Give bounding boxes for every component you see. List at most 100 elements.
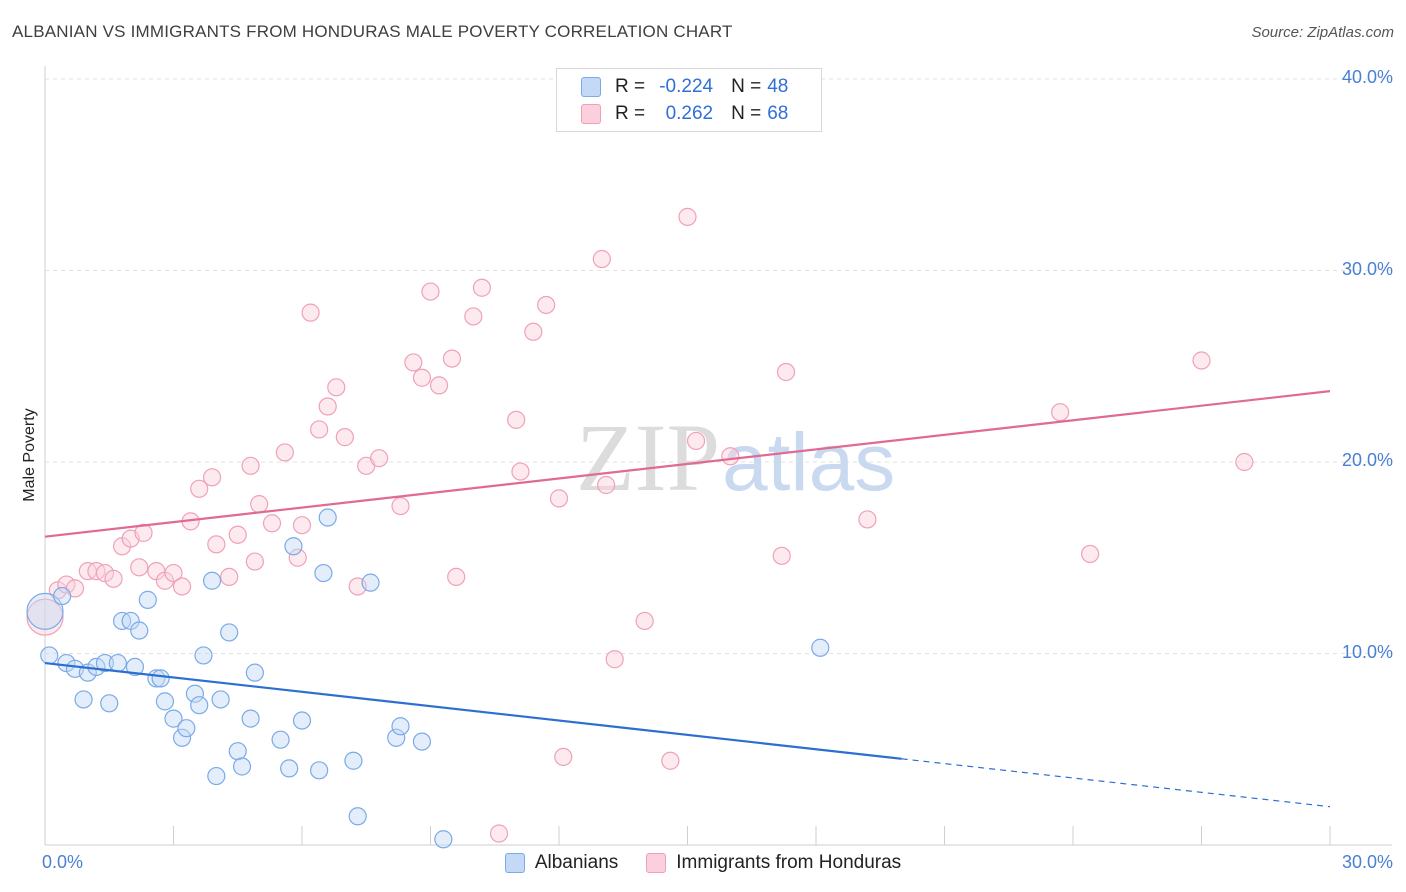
honduras-point: [57, 575, 76, 594]
honduras-point: [511, 462, 530, 481]
honduras-point: [489, 824, 509, 843]
honduras-point: [507, 410, 526, 429]
honduras-point: [1081, 544, 1100, 564]
x-tick-label: 30.0%: [1341, 852, 1393, 872]
albanians-point: [177, 719, 196, 738]
honduras-point: [327, 378, 346, 397]
honduras-point: [447, 567, 466, 587]
honduras-point: [104, 569, 123, 588]
albanians-point: [292, 711, 312, 730]
honduras-point: [207, 535, 226, 554]
honduras-point: [228, 525, 247, 544]
honduras-point: [335, 428, 354, 447]
n-label: N =: [731, 76, 762, 97]
albanians-point: [344, 751, 363, 770]
honduras-point: [592, 249, 611, 269]
watermark: ZIP atlas: [576, 404, 895, 511]
honduras-point: [202, 468, 222, 487]
albanians-point: [387, 728, 406, 747]
albanians-point: [95, 653, 115, 673]
albanians-point: [391, 717, 410, 736]
y-tick-label: 20.0%: [1341, 450, 1393, 470]
honduras-point: [554, 747, 573, 767]
honduras-point: [858, 510, 877, 529]
honduras-trend-line: [44, 390, 1331, 538]
honduras-point: [721, 447, 740, 466]
correlation-legend: R = -0.224 N = 48 R = 0.262 N = 68: [556, 68, 822, 132]
honduras-point: [464, 307, 483, 326]
honduras-point: [310, 420, 329, 439]
albanians-point: [318, 508, 337, 527]
legend-label: Albanians: [534, 852, 619, 873]
albanians-point: [151, 669, 170, 688]
albanians-point: [310, 761, 329, 780]
albanians-swatch: [504, 853, 525, 873]
honduras-point: [1051, 403, 1070, 422]
albanians-point: [202, 571, 222, 590]
honduras-point: [404, 353, 423, 372]
r-label: R =: [615, 76, 646, 97]
series-legend: Albanians Immigrants from Honduras: [0, 852, 1406, 874]
honduras-point: [262, 514, 282, 533]
honduras-point: [1192, 351, 1211, 370]
albanians-point: [241, 709, 260, 728]
honduras-point: [245, 552, 264, 571]
albanians-trend-extension: [901, 758, 1331, 808]
albanians-swatch: [581, 77, 601, 97]
honduras-point: [429, 376, 449, 395]
albanians-point: [271, 730, 290, 749]
honduras-point: [220, 567, 239, 587]
watermark-atlas: atlas: [722, 417, 895, 508]
honduras-point: [190, 479, 209, 498]
albanians-point: [434, 830, 453, 849]
watermark-zip: ZIP: [576, 404, 720, 511]
albanians-point: [130, 621, 149, 640]
gridlines: [45, 78, 1392, 654]
n-value: 48: [767, 76, 789, 97]
albanians-point: [228, 742, 247, 761]
honduras-point: [772, 546, 791, 565]
honduras-point: [472, 278, 491, 297]
albanians-point: [40, 646, 59, 665]
honduras-point: [301, 303, 320, 322]
honduras-point: [318, 397, 337, 416]
honduras-point: [241, 456, 260, 475]
honduras-point: [776, 362, 796, 382]
albanians-point: [125, 657, 145, 677]
albanians-point: [185, 684, 205, 703]
albanians-point: [412, 732, 432, 751]
honduras-point: [537, 295, 556, 315]
legend-label: Immigrants from Honduras: [676, 852, 902, 873]
honduras-point: [442, 349, 462, 368]
honduras-point: [549, 489, 569, 508]
honduras-point: [370, 449, 389, 468]
albanians-point: [53, 586, 72, 606]
albanians-point: [100, 694, 119, 713]
albanians-point: [220, 623, 239, 642]
honduras-point: [292, 516, 312, 535]
legend-item-albanians[interactable]: Albanians: [504, 852, 619, 874]
honduras-point: [134, 523, 153, 542]
honduras-point: [678, 207, 697, 226]
albanians-point: [207, 766, 226, 786]
albanians-point: [211, 690, 230, 709]
honduras-point: [635, 611, 654, 631]
legend-row-honduras: R = 0.262 N = 68: [581, 101, 788, 127]
albanians-point: [361, 573, 380, 592]
albanians-point: [245, 663, 264, 682]
honduras-point: [421, 282, 440, 301]
honduras-point: [1235, 452, 1254, 472]
y-tick-label: 10.0%: [1341, 641, 1393, 662]
x-tick-label: 0.0%: [42, 852, 84, 872]
albanians-point: [232, 757, 252, 776]
albanians-point: [811, 638, 830, 657]
honduras-point: [275, 443, 294, 462]
honduras-point: [524, 322, 543, 341]
honduras-swatch: [581, 104, 601, 124]
honduras-point: [412, 368, 432, 387]
albanians-point: [108, 653, 127, 673]
legend-item-honduras[interactable]: Immigrants from Honduras: [646, 852, 901, 874]
y-tick-label: 30.0%: [1341, 258, 1393, 279]
honduras-points: [26, 207, 1254, 843]
chart-title: ALBANIAN VS IMMIGRANTS FROM HONDURAS MAL…: [12, 22, 733, 41]
